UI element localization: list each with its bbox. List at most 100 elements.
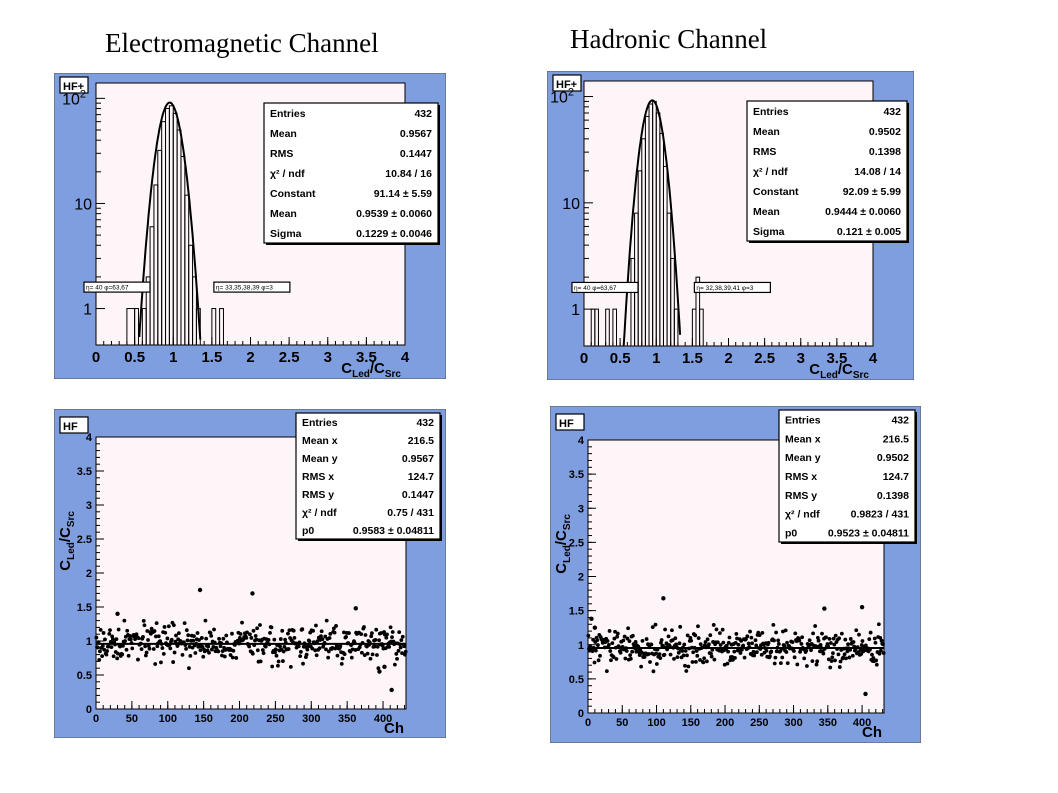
data-point — [810, 659, 815, 664]
data-point — [859, 652, 863, 657]
data-point — [202, 649, 207, 654]
data-point — [317, 646, 322, 651]
data-point — [403, 649, 408, 654]
data-point — [705, 637, 710, 642]
data-point — [714, 627, 719, 632]
data-point — [879, 638, 884, 643]
stats-value: 0.1398 — [877, 490, 909, 502]
data-point — [792, 655, 797, 660]
data-point — [857, 632, 861, 637]
data-point — [684, 669, 689, 673]
data-point — [689, 638, 694, 643]
data-point — [592, 625, 598, 630]
stats-label: χ² / ndf — [270, 168, 305, 180]
data-point — [258, 659, 263, 664]
data-point — [374, 627, 379, 632]
x-tick-label: 0.5 — [610, 350, 631, 367]
data-point — [863, 643, 868, 648]
channel-annotation: η= 33,35,38,39 φ=3 — [213, 281, 291, 293]
data-point — [399, 638, 404, 643]
data-point — [397, 630, 402, 635]
data-point — [622, 634, 627, 639]
data-point — [195, 631, 200, 635]
data-point — [315, 639, 320, 644]
data-point — [790, 640, 795, 645]
stats-label: Constant — [753, 186, 799, 198]
data-point — [199, 636, 204, 640]
data-point — [184, 646, 188, 651]
data-point — [231, 648, 236, 653]
data-point — [693, 633, 698, 638]
data-point — [255, 626, 259, 631]
data-point — [752, 653, 757, 658]
data-point — [370, 652, 375, 657]
data-point — [114, 637, 119, 642]
scatter-points — [586, 596, 886, 697]
stats-box: Entries 432 Mean 0.9502 RMS 0.1398 χ² / ndf 14.… — [746, 100, 909, 243]
data-point — [811, 631, 815, 636]
data-point — [398, 645, 403, 650]
data-point — [746, 641, 751, 646]
data-point — [184, 628, 189, 633]
y-axis-label-part: Led — [66, 542, 77, 560]
data-point — [720, 627, 725, 632]
data-point — [663, 627, 667, 632]
data-point — [307, 639, 312, 644]
pad-tag: HF — [555, 413, 585, 431]
data-point — [650, 625, 655, 630]
data-point — [833, 658, 837, 663]
data-point — [725, 661, 730, 666]
stats-value: 0.9502 — [877, 452, 909, 464]
data-point — [670, 638, 675, 643]
data-point — [818, 649, 822, 654]
x-tick-label: 200 — [230, 713, 248, 725]
stats-box-frame — [746, 100, 908, 242]
pad-tag-box — [59, 76, 89, 94]
data-point — [874, 658, 879, 663]
stats-label: Mean — [753, 206, 780, 218]
data-point — [757, 633, 762, 638]
data-point — [278, 644, 282, 649]
data-point — [304, 652, 309, 657]
data-point — [646, 652, 651, 656]
data-point — [749, 635, 754, 640]
data-point — [804, 648, 809, 653]
data-point — [640, 638, 645, 643]
data-point — [136, 657, 140, 662]
data-point — [673, 636, 678, 641]
y-tick-label: 4 — [86, 432, 93, 444]
data-point — [334, 624, 338, 628]
data-point — [681, 653, 686, 658]
data-point — [245, 630, 249, 635]
y-tick-label: 1 — [578, 640, 584, 652]
data-point — [646, 642, 650, 647]
data-point — [347, 631, 351, 635]
y-tick-exp: 2 — [80, 88, 86, 100]
had-channel-title: Hadronic Channel — [570, 24, 768, 54]
x-tick-label: 2 — [246, 349, 254, 366]
data-point — [220, 649, 225, 654]
data-point — [769, 649, 774, 654]
data-point — [314, 653, 319, 658]
data-point — [615, 634, 620, 639]
x-tick-label: 0 — [585, 717, 591, 729]
data-point — [694, 659, 698, 664]
data-point — [120, 652, 125, 657]
data-point — [828, 641, 833, 645]
data-point — [332, 630, 337, 635]
data-point — [377, 638, 381, 643]
data-point — [166, 624, 171, 629]
data-point — [807, 638, 812, 643]
data-point — [624, 649, 629, 653]
y-tick-base: 10 — [550, 90, 568, 107]
x-axis-label: Ch — [862, 724, 882, 741]
data-point — [592, 660, 597, 665]
data-point — [197, 638, 201, 642]
data-point — [651, 669, 656, 674]
data-point — [123, 639, 127, 643]
y-tick-label: 2 — [86, 568, 92, 580]
data-point — [842, 652, 847, 657]
data-point — [143, 653, 148, 658]
data-point — [206, 644, 211, 649]
